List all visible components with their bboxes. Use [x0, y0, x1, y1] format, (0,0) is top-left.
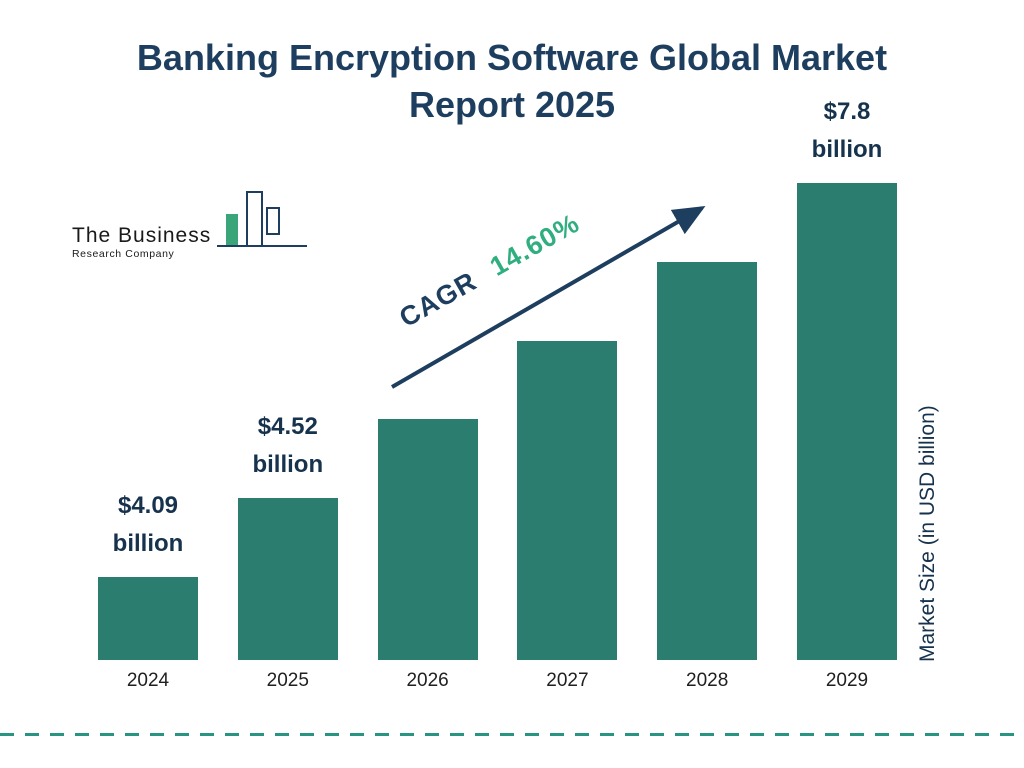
- x-axis-label-2026: 2026: [406, 670, 449, 691]
- x-axis-label-2029: 2029: [825, 670, 869, 691]
- company-logo: The Business Research Company: [72, 190, 309, 259]
- cagr-value: 14.60%: [484, 207, 585, 282]
- page-title-line2: Report 2025: [408, 84, 616, 125]
- logo-name: The Business: [72, 223, 212, 247]
- y-axis-title: Market Size (in USD billion): [916, 405, 939, 662]
- bar-2025: [237, 498, 338, 660]
- x-axis-label-2025: 2025: [266, 670, 309, 691]
- bar-chart-logo-icon: [217, 190, 309, 259]
- cagr-annotation: CAGR 14.60%: [394, 208, 585, 334]
- company-logo-text: The Business Research Company: [72, 225, 211, 260]
- x-axis-label-2024: 2024: [126, 670, 170, 691]
- bar-value-label-2029: $7.8 billion: [811, 98, 883, 163]
- bar-value-label-2024: $4.09 billion: [112, 492, 184, 557]
- bar-2028: [657, 261, 758, 660]
- page-title-line1: Banking Encryption Software Global Marke…: [136, 37, 888, 78]
- bar-value-label-2025: $4.52 billion: [252, 413, 324, 479]
- bar-2024: [98, 577, 198, 660]
- bar-2027: [517, 340, 618, 660]
- bottom-dashed-divider: [0, 733, 1024, 736]
- page-title: Banking Encryption Software Global Marke…: [0, 34, 1024, 128]
- bar-2026: [377, 419, 478, 660]
- x-axis-label-2028: 2028: [686, 670, 729, 691]
- logo-subtitle: Research Company: [72, 247, 175, 260]
- bar-2029: [797, 183, 897, 660]
- cagr-label: CAGR: [394, 265, 482, 334]
- x-axis-label-2027: 2027: [546, 670, 589, 691]
